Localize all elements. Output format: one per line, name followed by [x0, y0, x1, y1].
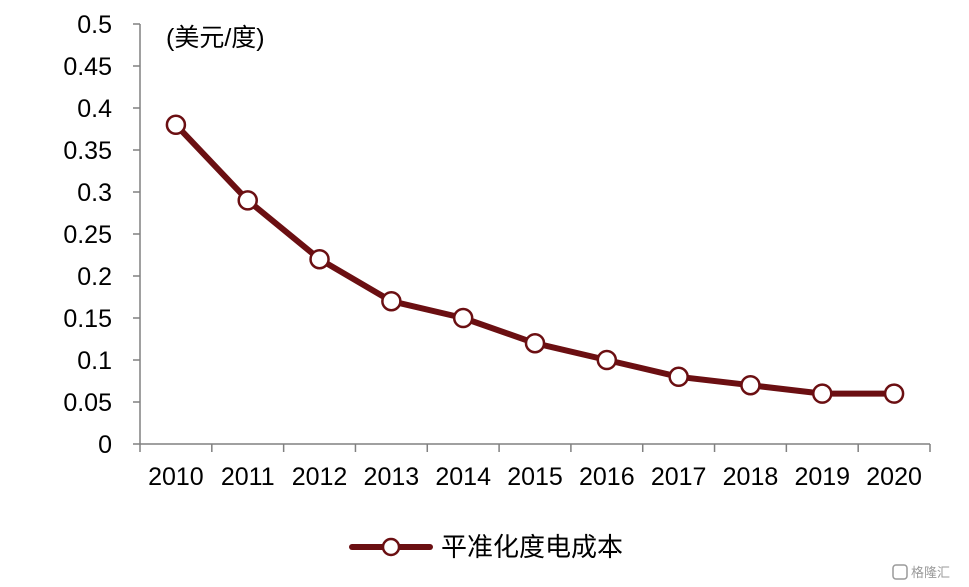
x-tick-label: 2017 [651, 463, 707, 491]
y-axis: 0 0.05 0.1 0.15 0.2 0.25 0.3 0.35 0.4 0.45 0.5 [63, 11, 141, 459]
watermark-text: 格隆汇 [911, 565, 950, 581]
x-tick-label: 2020 [866, 463, 922, 491]
y-tick-label: 0 [98, 431, 112, 459]
y-tick-label: 0.15 [63, 305, 112, 333]
x-tick-label: 2016 [579, 463, 635, 491]
x-tick-label: 2010 [148, 463, 204, 491]
legend-label: 平准化度电成本 [441, 533, 623, 563]
y-tick-label: 0.2 [77, 263, 112, 291]
y-unit-label: (美元/度) [166, 24, 265, 52]
data-point [812, 383, 833, 404]
legend-marker [381, 537, 401, 557]
y-tick-label: 0.25 [63, 221, 112, 249]
watermark: 格隆汇 [892, 564, 950, 581]
legend: 平准化度电成本 [349, 533, 623, 563]
data-point [596, 349, 618, 371]
y-tick-label: 0.45 [63, 53, 112, 81]
data-point [309, 248, 330, 270]
data-point [381, 290, 402, 312]
data-point [740, 374, 761, 396]
x-tick-label: 2014 [435, 463, 491, 491]
x-tick-label: 2011 [221, 463, 275, 491]
data-point [452, 307, 474, 329]
data-point [883, 383, 905, 404]
y-tick-label: 0.35 [63, 137, 112, 165]
plot-area [165, 114, 905, 404]
y-tick-label: 0.4 [77, 95, 112, 123]
y-tick-label: 0.1 [77, 347, 112, 375]
y-tick-label: 0.05 [63, 389, 112, 417]
y-tick-label: 0.5 [77, 11, 112, 39]
data-point [237, 190, 258, 211]
x-tick-label: 2015 [507, 463, 563, 491]
x-tick-label: 2012 [292, 463, 348, 491]
x-tick-label: 2019 [794, 463, 850, 491]
x-axis: 2010 2011 2012 2013 2014 2015 2016 2017 2018 2019… [139, 443, 931, 491]
x-tick-label: 2018 [723, 463, 779, 491]
y-tick-label: 0.3 [77, 179, 112, 207]
data-point [668, 366, 689, 388]
x-tick-label: 2013 [364, 463, 420, 491]
data-point [524, 332, 546, 354]
watermark-logo-icon [892, 564, 908, 580]
data-point [165, 114, 187, 136]
